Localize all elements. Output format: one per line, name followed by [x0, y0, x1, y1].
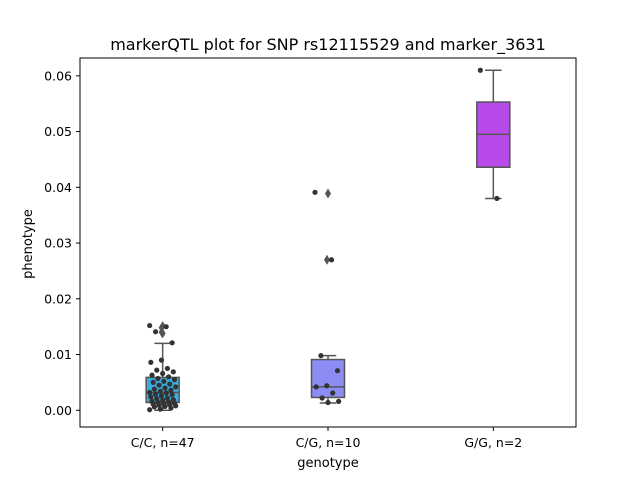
data-point: [313, 384, 319, 390]
data-point: [161, 378, 167, 384]
y-tick-label: 0.06: [44, 68, 72, 83]
iqr-box: [310, 358, 346, 399]
data-point: [152, 329, 159, 335]
data-point: [147, 322, 153, 329]
data-point: [154, 395, 160, 402]
data-point: [163, 324, 169, 330]
data-point: [169, 392, 175, 398]
data-point: [325, 399, 331, 406]
data-point: [312, 189, 318, 195]
data-point: [151, 404, 157, 410]
y-tick-label: 0.00: [44, 403, 72, 418]
strip-points-2: [477, 67, 500, 202]
y-tick-label: 0.02: [44, 291, 72, 306]
data-point: [149, 372, 155, 378]
data-point: [173, 384, 179, 390]
outlier-marker: [158, 322, 165, 333]
x-tick-label: G/G, n=2: [464, 435, 522, 450]
y-axis-label: phenotype: [21, 209, 36, 279]
data-point: [494, 195, 500, 202]
data-point: [168, 405, 174, 411]
data-point: [477, 67, 483, 73]
data-point: [318, 353, 324, 359]
x-tick-label: C/G, n=10: [296, 435, 361, 450]
strip-points-1: [312, 189, 342, 406]
data-point: [162, 403, 168, 409]
data-point: [154, 367, 160, 373]
data-point: [328, 257, 335, 263]
data-point: [151, 386, 157, 392]
data-point: [167, 381, 173, 387]
data-point: [158, 393, 165, 399]
outlier-marker: [325, 188, 331, 199]
data-point: [171, 377, 178, 383]
data-point: [324, 383, 330, 389]
data-point: [148, 359, 154, 365]
data-point: [164, 365, 170, 372]
data-point: [148, 394, 154, 400]
data-point: [162, 385, 168, 391]
strip-points-0: [147, 322, 179, 413]
data-point: [169, 340, 175, 346]
data-point: [330, 390, 336, 396]
data-point: [319, 395, 325, 401]
data-point: [334, 368, 341, 374]
y-tick-label: 0.05: [44, 124, 72, 139]
data-point: [156, 382, 162, 388]
x-tick-label: C/C, n=47: [131, 435, 195, 450]
data-point: [155, 375, 161, 382]
data-point: [152, 391, 159, 397]
data-point: [156, 402, 162, 408]
data-point: [164, 395, 170, 401]
data-point: [158, 357, 165, 363]
y-tick-label: 0.04: [44, 180, 72, 195]
y-tick-label: 0.01: [44, 347, 72, 362]
data-point: [170, 369, 176, 375]
outlier-marker: [324, 254, 330, 265]
data-point: [157, 388, 163, 394]
data-point: [163, 390, 169, 396]
data-point: [147, 389, 153, 396]
data-point: [165, 374, 172, 380]
x-axis-label: genotype: [297, 456, 358, 471]
plot-area: 0.00 0.01 0.02 0.03 0.04 0.05 0.06 C/C, n=47 C/G…: [44, 57, 577, 450]
data-point: [336, 398, 342, 404]
data-point: [160, 370, 166, 377]
data-point: [168, 387, 174, 393]
data-point: [173, 403, 179, 409]
y-tick-label: 0.03: [44, 236, 72, 251]
data-point: [147, 407, 153, 413]
box-2: [476, 69, 511, 200]
data-point: [157, 406, 163, 412]
chart-title: markerQTL plot for SNP rs12115529 and ma…: [110, 35, 546, 55]
data-point: [150, 379, 156, 386]
